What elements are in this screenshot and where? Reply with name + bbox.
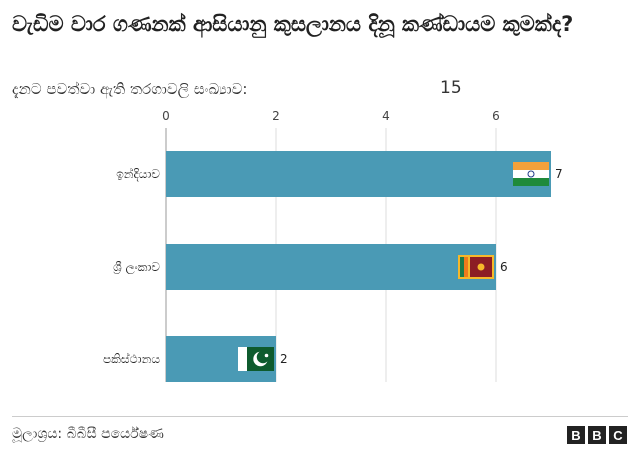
x-tick-label: 0 [162,109,170,123]
pakistan-flag-icon [238,347,274,371]
data-label: 2 [280,352,288,366]
bar-chart: 0 2 4 6 ඉන්දියාව 7 ශ්‍රී ලංකාව 6 පකිස්ථානය 2 [103,109,563,382]
bbc-logo-letter: C [609,426,627,444]
data-label: 7 [555,167,563,181]
subtitle-row: දැනට පවත්වා ඇති තරගාවලි සංඛ්‍යාව: 15 [12,78,628,102]
category-label: පකිස්ථානය [103,352,160,366]
bbc-logo: B B C [567,426,627,444]
bar [166,151,551,197]
bar [166,244,496,290]
x-tick-label: 2 [272,109,280,123]
source-note: මූලාශ්‍රය: බීබීසී පර්යේෂණ [12,426,164,442]
bbc-logo-letter: B [567,426,585,444]
x-tick-label: 4 [382,109,390,123]
chart-subtitle: දැනට පවත්වා ඇති තරගාවලි සංඛ්‍යාව: [12,80,248,98]
chart-title: වැඩිම වාර ගණනක් ආසියානු කුසලානය දිනූ කණ්… [12,12,574,36]
bbc-logo-letter: B [588,426,606,444]
category-label: ශ්‍රී ලංකාව [113,260,161,275]
category-label: ඉන්දියාව [116,167,160,181]
sri-lanka-flag-icon [458,255,494,279]
footer-divider [12,416,628,417]
tournament-total: 15 [440,78,462,98]
data-label: 6 [500,260,508,274]
india-flag-icon [513,162,549,186]
x-tick-label: 6 [492,109,500,123]
